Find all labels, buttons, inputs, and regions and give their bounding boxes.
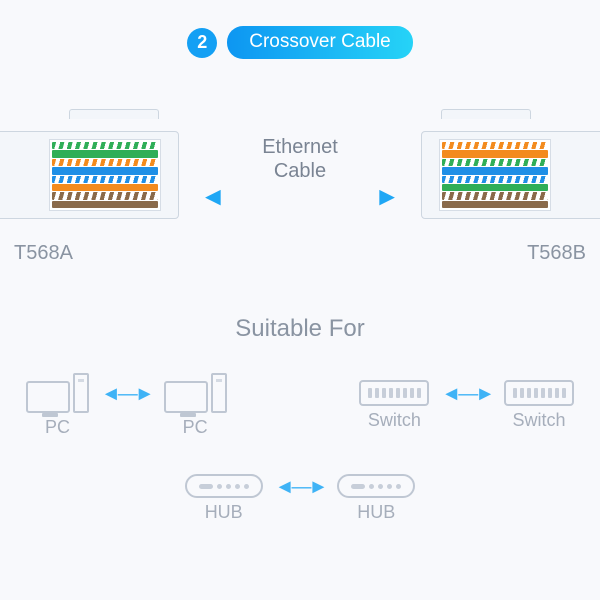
suitable-for-title: Suitable For [0,315,600,343]
connector-right-label: T568B [421,242,600,265]
device-label: PC [45,417,70,438]
device-label: Switch [368,410,421,431]
device-label: PC [183,417,208,438]
hub-icon [185,474,263,498]
switch-icon [359,380,429,406]
pair-switch: Switch ◄—► Switch [359,373,574,438]
connector-left-wires [49,139,161,211]
device-label: HUB [357,502,395,523]
bidirectional-arrow-icon: ◄—► [275,476,326,499]
bidirectional-arrow-icon: ◄—► [101,383,152,406]
pair-hub: HUB ◄—► HUB [185,474,416,523]
device-label: Switch [512,410,565,431]
device-switch: Switch [504,380,574,431]
device-pc: PC [26,373,89,438]
pair-pc: PC ◄—► PC [26,373,227,438]
pc-icon [26,373,89,413]
page-title: Crossover Cable [227,26,413,59]
hub-icon [337,474,415,498]
header: 2 Crossover Cable [0,0,600,59]
switch-icon [504,380,574,406]
device-pairs: PC ◄—► PC Switch ◄—► [0,343,600,523]
bidirectional-arrow-icon: ◄—► [441,383,492,406]
connector-right: T568B [421,119,600,231]
cable-arrows: ◄ ► [200,181,400,212]
arrow-right-icon: ► [374,181,400,212]
device-hub: HUB [185,474,263,523]
arrow-left-icon: ◄ [200,181,226,212]
device-hub: HUB [337,474,415,523]
device-pc: PC [164,373,227,438]
connector-right-wires [439,139,551,211]
connector-left-label: T568A [0,242,179,265]
step-badge: 2 [187,28,217,58]
pc-icon [164,373,227,413]
device-label: HUB [205,502,243,523]
device-switch: Switch [359,380,429,431]
cable-diagram: EthernetCable ◄ ► T568A T568B [0,107,600,267]
connector-left: T568A [0,119,179,231]
